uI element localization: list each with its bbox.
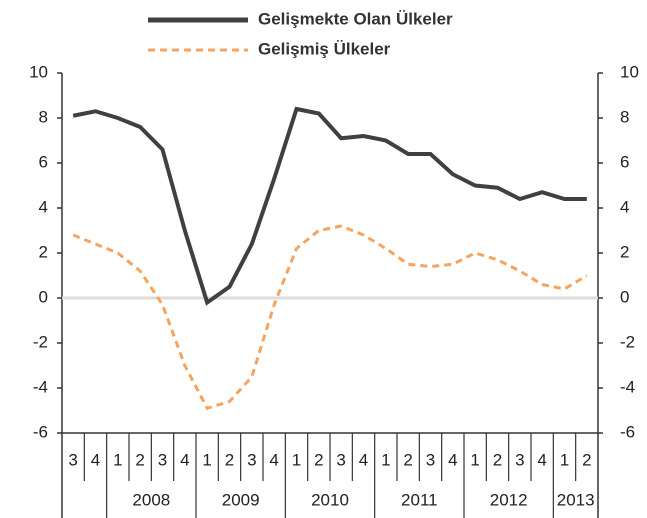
y2-tick-label: 0 xyxy=(620,287,629,306)
x-tick-label: 4 xyxy=(269,450,278,469)
y-tick-label: 0 xyxy=(39,287,48,306)
x-tick-label: 2 xyxy=(403,450,412,469)
series-line xyxy=(72,106,587,306)
year-label: 2013 xyxy=(557,490,595,509)
x-tick-label: 1 xyxy=(560,450,569,469)
x-tick-label: 1 xyxy=(470,450,479,469)
legend-label: Gelişmiş Ülkeler xyxy=(258,39,391,58)
year-label: 2012 xyxy=(490,490,528,509)
y2-tick-label: -6 xyxy=(620,422,635,441)
y-tick-label: 2 xyxy=(39,242,48,261)
y-tick-label: -6 xyxy=(33,422,48,441)
x-tick-label: 4 xyxy=(448,450,457,469)
x-tick-label: 2 xyxy=(225,450,234,469)
x-tick-label: 3 xyxy=(158,450,167,469)
x-tick-label: 3 xyxy=(336,450,345,469)
y2-tick-label: 10 xyxy=(620,62,639,81)
x-tick-label: 3 xyxy=(426,450,435,469)
x-tick-label: 1 xyxy=(381,450,390,469)
y-tick-label: -4 xyxy=(33,377,48,396)
x-tick-label: 2 xyxy=(582,450,591,469)
year-label: 2009 xyxy=(222,490,260,509)
x-tick-label: 1 xyxy=(113,450,122,469)
y2-tick-label: -2 xyxy=(620,332,635,351)
x-tick-label: 2 xyxy=(493,450,502,469)
y-tick-label: -2 xyxy=(33,332,48,351)
x-tick-label: 4 xyxy=(180,450,189,469)
y2-tick-label: 8 xyxy=(620,107,629,126)
y-tick-label: 10 xyxy=(29,62,48,81)
x-tick-label: 4 xyxy=(91,450,100,469)
legend-label: Gelişmekte Olan Ülkeler xyxy=(258,9,453,28)
series-line xyxy=(72,224,588,411)
x-tick-label: 3 xyxy=(515,450,524,469)
x-tick-label: 3 xyxy=(68,450,77,469)
x-tick-label: 4 xyxy=(537,450,546,469)
x-tick-label: 4 xyxy=(359,450,368,469)
year-label: 2008 xyxy=(132,490,170,509)
y-tick-label: 6 xyxy=(39,152,48,171)
x-tick-label: 2 xyxy=(135,450,144,469)
y-tick-label: 8 xyxy=(39,107,48,126)
y2-tick-label: -4 xyxy=(620,377,635,396)
y2-tick-label: 6 xyxy=(620,152,629,171)
year-label: 2010 xyxy=(311,490,349,509)
y2-tick-label: 2 xyxy=(620,242,629,261)
x-tick-label: 3 xyxy=(247,450,256,469)
y2-tick-label: 4 xyxy=(620,197,629,216)
x-tick-label: 1 xyxy=(292,450,301,469)
x-tick-label: 2 xyxy=(314,450,323,469)
y-tick-label: 4 xyxy=(39,197,48,216)
x-tick-label: 1 xyxy=(202,450,211,469)
year-label: 2011 xyxy=(401,490,438,509)
